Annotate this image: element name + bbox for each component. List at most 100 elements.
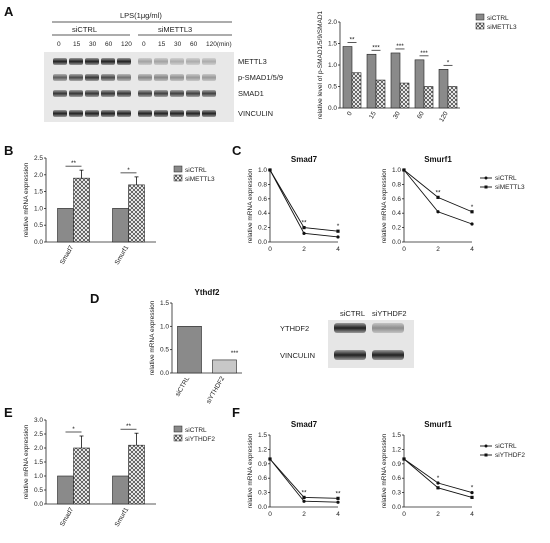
legend-label: siCTRL [185, 167, 207, 174]
significance-label: * [471, 204, 474, 211]
data-point [268, 168, 272, 172]
blot-band [170, 58, 184, 65]
y-tick-label: 2.0 [34, 445, 43, 452]
blot-time-label: 15 [158, 41, 166, 48]
legend-swatch [475, 13, 485, 21]
blot-band [334, 350, 366, 360]
data-point [436, 486, 440, 490]
blot-band [101, 110, 115, 117]
blot-band [170, 90, 184, 97]
legend-label: siCTRL [495, 175, 517, 182]
y-tick-label: 1.5 [34, 189, 43, 196]
y-tick-label: 0.0 [258, 504, 267, 511]
blot-band [69, 74, 83, 81]
bar [128, 184, 145, 243]
y-tick-label: 0.5 [34, 222, 43, 229]
significance-label: *** [420, 50, 428, 57]
x-tick-label: 0 [268, 246, 272, 253]
blot-band [138, 90, 152, 97]
x-tick-label: 4 [470, 511, 474, 518]
y-tick-label: 1.2 [258, 446, 267, 453]
significance-label: ** [301, 220, 307, 227]
blot-band [53, 110, 67, 117]
x-tick-label: 2 [302, 511, 306, 518]
y-tick-label: 0.5 [34, 487, 43, 494]
bar [73, 447, 90, 505]
blot-band [186, 58, 200, 65]
blot-time-label: 0 [57, 41, 61, 48]
y-tick-label: 1.0 [34, 473, 43, 480]
y-tick-label: 1.0 [34, 205, 43, 212]
legend-swatch [173, 174, 183, 182]
y-tick-label: 0.9 [258, 461, 267, 468]
y-tick-label: 0.6 [392, 475, 401, 482]
y-tick-label: 1.5 [258, 432, 267, 439]
y-tick-label: 1.5 [34, 459, 43, 466]
blot-band [154, 58, 168, 65]
y-tick-label: 3.0 [34, 417, 43, 424]
x-tick-label: Smurf1 [114, 506, 131, 528]
blot-time-label: 15 [73, 41, 81, 48]
x-tick-label: 0 [346, 110, 354, 117]
significance-label: ** [435, 189, 441, 196]
y-tick-label: 1.5 [328, 41, 337, 48]
y-tick-label: 0.0 [328, 105, 337, 112]
y-tick-label: 0.3 [392, 490, 401, 497]
y-axis-label: relative mRNA expression [149, 300, 156, 375]
y-tick-label: 0.8 [258, 181, 267, 188]
bar [73, 177, 90, 243]
bar [390, 52, 401, 109]
panel-letter-f: F [232, 405, 240, 420]
y-tick-label: 0.4 [392, 210, 401, 217]
y-tick-label: 0.2 [258, 225, 267, 232]
data-point [436, 195, 440, 199]
blot-band [53, 90, 67, 97]
blot-band [202, 74, 216, 81]
significance-label: ** [349, 37, 355, 44]
data-point [302, 495, 306, 499]
data-point [336, 500, 340, 504]
blot-band [170, 110, 184, 117]
data-point [402, 457, 406, 461]
legend-label: siMETTL3 [495, 184, 525, 191]
blot-band [85, 110, 99, 117]
y-tick-label: 1.0 [328, 62, 337, 69]
blot-time-label: 30 [89, 41, 97, 48]
chart-title: Smad7 [291, 155, 318, 164]
blot-time-label: 120 [121, 41, 132, 48]
legend-label: siMETTL3 [185, 176, 215, 183]
x-tick-label: 120 [438, 110, 450, 123]
blot-band [69, 90, 83, 97]
blot-band [53, 74, 67, 81]
y-tick-label: 1.5 [160, 300, 169, 307]
y-axis-label: relative level of p-SMAD1/5/9/SMAD1 [317, 10, 324, 119]
significance-label: * [72, 426, 75, 433]
legend-marker [484, 185, 488, 189]
blot-group1-label: siCTRL [72, 25, 97, 34]
blot-band [186, 90, 200, 97]
y-axis-label: relative mRNA expression [23, 424, 30, 499]
x-tick-label: 4 [470, 246, 474, 253]
bar [177, 326, 202, 374]
y-tick-label: 0.0 [34, 501, 43, 508]
blot-band [170, 74, 184, 81]
chart-title: Smad7 [291, 420, 318, 429]
data-point [470, 222, 474, 226]
blot-band [154, 110, 168, 117]
blot-band [138, 74, 152, 81]
blot-row-label: p-SMAD1/5/9 [238, 73, 283, 82]
y-axis-label: relative mRNA expression [381, 433, 388, 508]
blot-band [85, 90, 99, 97]
legend-swatch [173, 425, 183, 433]
blot-band [101, 90, 115, 97]
significance-label: *** [231, 350, 239, 357]
blot-col-label: siCTRL [340, 309, 365, 318]
y-tick-label: 0.0 [392, 239, 401, 246]
blot-time-label: 30 [174, 41, 182, 48]
chart-title: Smurf1 [424, 155, 452, 164]
data-point [336, 229, 340, 233]
legend-marker [484, 453, 488, 457]
legend-marker [484, 444, 488, 448]
blot-band [101, 74, 115, 81]
